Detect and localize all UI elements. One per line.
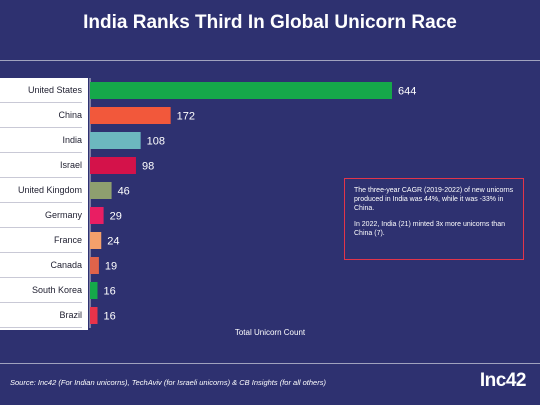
category-label: Canada (0, 253, 82, 278)
category-label: China (0, 103, 82, 128)
category-label: United Kingdom (0, 178, 82, 203)
category-label: Germany (0, 203, 82, 228)
bar-value-label: 24 (107, 236, 119, 248)
inc42-logo: Inc42 (479, 370, 527, 391)
bar-value-label: 16 (104, 286, 116, 298)
bar-value-label: 108 (147, 136, 165, 148)
x-axis-label: Total Unicorn Count (234, 328, 306, 337)
category-labels-panel (0, 78, 88, 330)
bar (90, 307, 98, 324)
source-note: Source: Inc42 (For Indian unicorns), Tec… (10, 378, 326, 387)
bar (90, 82, 392, 99)
bar-value-label: 172 (177, 111, 195, 123)
bar-value-label: 16 (104, 311, 116, 323)
bar-value-label: 46 (118, 186, 130, 198)
category-label: United States (0, 78, 82, 103)
category-label: France (0, 228, 82, 253)
chart-title: India Ranks Third In Global Unicorn Race (83, 12, 457, 33)
bar (90, 257, 99, 274)
annotation-text-cagr: The three-year CAGR (2019-2022) of new u… (354, 187, 514, 212)
bar-value-label: 19 (105, 261, 117, 273)
bar (90, 207, 104, 224)
bar-value-label: 98 (142, 161, 154, 173)
annotation-text-2022: In 2022, India (21) minted 3x more unico… (354, 221, 505, 237)
title-divider (0, 60, 540, 61)
bar (90, 132, 141, 149)
bar (90, 282, 98, 299)
bar (90, 107, 171, 124)
bar (90, 157, 136, 174)
category-label: Brazil (0, 303, 82, 328)
category-label: Israel (0, 153, 82, 178)
bar (90, 232, 102, 249)
category-label: South Korea (0, 278, 82, 303)
footer-divider (0, 363, 540, 364)
bar-value-label: 29 (110, 211, 122, 223)
category-label: India (0, 128, 82, 153)
annotation-box: The three-year CAGR (2019-2022) of new u… (344, 178, 524, 260)
bar-value-label: 644 (398, 86, 416, 98)
bar (90, 182, 112, 199)
